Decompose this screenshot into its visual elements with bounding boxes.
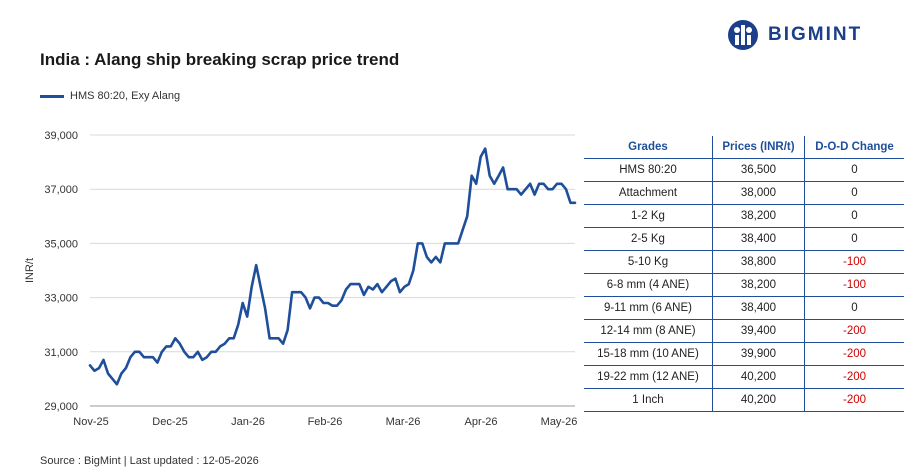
grade-cell: 6-8 mm (4 ANE) (584, 273, 713, 297)
legend-line-swatch (40, 94, 64, 98)
change-cell: 0 (804, 227, 904, 251)
x-tick-label: May-26 (541, 416, 578, 428)
y-tick-label: 29,000 (44, 401, 78, 413)
table-row: 1-2 Kg 38,200 0 (584, 204, 904, 228)
page-title: India : Alang ship breaking scrap price … (40, 50, 400, 69)
table-row: 5-10 Kg 38,800 -100 (584, 250, 904, 274)
price-cell: 38,800 (711, 250, 805, 274)
table-row: 12-14 mm (8 ANE) 39,400 -200 (584, 319, 904, 343)
price-cell: 36,500 (711, 158, 805, 182)
price-cell: 39,900 (711, 342, 805, 366)
y-tick-label: 39,000 (44, 130, 78, 142)
grade-cell: 12-14 mm (8 ANE) (584, 319, 713, 343)
grade-cell: Attachment (584, 181, 713, 205)
price-cell: 40,200 (711, 365, 805, 389)
x-tick-label: Mar-26 (386, 416, 421, 428)
table-row: 2-5 Kg 38,400 0 (584, 227, 904, 251)
x-tick-label: Nov-25 (73, 416, 108, 428)
grade-cell: 15-18 mm (10 ANE) (584, 342, 713, 366)
grade-cell: 1-2 Kg (584, 204, 713, 228)
y-axis-label: INR/t (24, 258, 36, 283)
price-cell: 38,000 (711, 181, 805, 205)
y-tick-label: 31,000 (44, 347, 78, 359)
change-cell: -200 (804, 342, 904, 366)
price-cell: 38,400 (711, 296, 805, 320)
change-cell: 0 (804, 204, 904, 228)
y-tick-label: 33,000 (44, 293, 78, 305)
legend-label: HMS 80:20, Exy Alang (70, 90, 181, 102)
grade-cell: 19-22 mm (12 ANE) (584, 365, 713, 389)
table-row: 6-8 mm (4 ANE) 38,200 -100 (584, 273, 904, 297)
y-tick-label: 37,000 (44, 184, 78, 196)
chart-legend: HMS 80:20, Exy Alang (40, 90, 180, 102)
change-cell: -100 (804, 273, 904, 297)
change-cell: -200 (804, 365, 904, 389)
y-tick-label: 35,000 (44, 238, 78, 250)
price-trend-chart: 29,000 31,000 33,000 35,000 37,000 39,000 Nov-… (24, 130, 578, 428)
grades-price-table: Grades Prices (INR/t) D-O-D Change HMS 8… (584, 136, 904, 412)
change-cell: 0 (804, 158, 904, 182)
x-tick-label: Apr-26 (464, 416, 497, 428)
bigmint-logo-icon (728, 20, 758, 50)
header-dod-change: D-O-D Change (804, 136, 904, 159)
change-cell: 0 (804, 296, 904, 320)
table-row: HMS 80:20 36,500 0 (584, 158, 904, 182)
grade-cell: HMS 80:20 (584, 158, 713, 182)
x-tick-label: Jan-26 (231, 416, 265, 428)
change-cell: -200 (804, 319, 904, 343)
grade-cell: 2-5 Kg (584, 227, 713, 251)
table-row: Attachment 38,000 0 (584, 181, 904, 205)
grade-cell: 9-11 mm (6 ANE) (584, 296, 713, 320)
grade-cell: 5-10 Kg (584, 250, 713, 274)
grade-cell: 1 Inch (584, 388, 713, 412)
price-cell: 38,200 (711, 273, 805, 297)
change-cell: -200 (804, 388, 904, 412)
change-cell: 0 (804, 181, 904, 205)
series-line-hms-80-20 (88, 147, 577, 386)
price-cell: 40,200 (711, 388, 805, 412)
x-tick-label: Feb-26 (308, 416, 343, 428)
logo-text: BIGMINT (768, 24, 863, 45)
x-tick-label: Dec-25 (152, 416, 187, 428)
table-row: 15-18 mm (10 ANE) 39,900 -200 (584, 342, 904, 366)
source-note: Source : BigMint | Last updated : 12-05-… (40, 455, 259, 467)
table-header-row: Grades Prices (INR/t) D-O-D Change (584, 136, 904, 159)
header-grades: Grades (584, 136, 713, 159)
change-cell: -100 (804, 250, 904, 274)
price-cell: 38,200 (711, 204, 805, 228)
bigmint-logo: BIGMINT (726, 18, 891, 52)
table-row: 1 Inch 40,200 -200 (584, 388, 904, 412)
price-cell: 39,400 (711, 319, 805, 343)
price-cell: 38,400 (711, 227, 805, 251)
table-row: 19-22 mm (12 ANE) 40,200 -200 (584, 365, 904, 389)
header-prices: Prices (INR/t) (711, 136, 805, 159)
table-row: 9-11 mm (6 ANE) 38,400 0 (584, 296, 904, 320)
